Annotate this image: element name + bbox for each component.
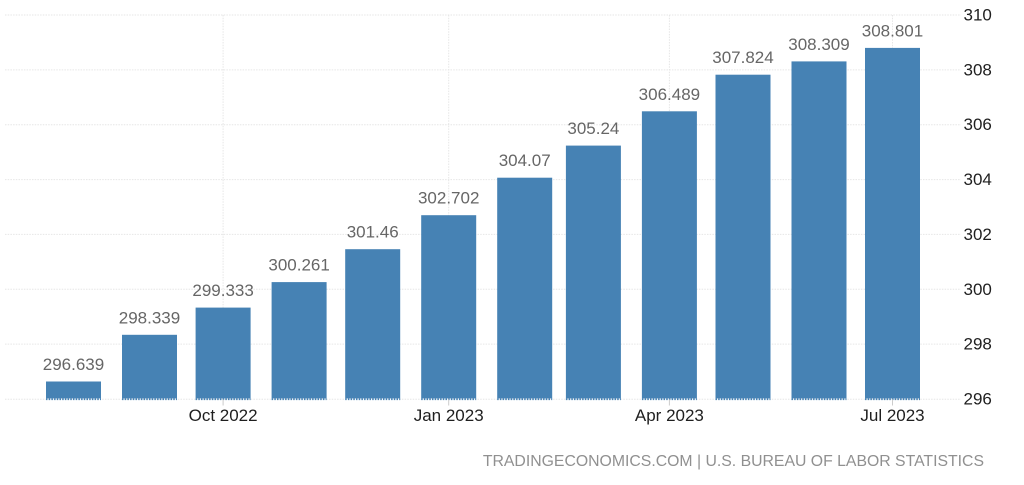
svg-text:TRADINGECONOMICS.COM | U.S. BU: TRADINGECONOMICS.COM | U.S. BUREAU OF LA… bbox=[483, 453, 984, 470]
svg-text:306.489: 306.489 bbox=[639, 85, 700, 104]
svg-text:296.639: 296.639 bbox=[43, 355, 104, 374]
svg-text:298: 298 bbox=[964, 335, 992, 354]
svg-text:304.07: 304.07 bbox=[499, 151, 551, 170]
svg-text:Apr 2023: Apr 2023 bbox=[635, 406, 704, 425]
svg-text:Jan 2023: Jan 2023 bbox=[414, 406, 484, 425]
svg-text:298.339: 298.339 bbox=[119, 308, 180, 327]
svg-text:302: 302 bbox=[964, 225, 992, 244]
svg-text:308.309: 308.309 bbox=[788, 35, 849, 54]
svg-text:306: 306 bbox=[964, 115, 992, 134]
svg-text:299.333: 299.333 bbox=[192, 281, 253, 300]
svg-text:308: 308 bbox=[964, 60, 992, 79]
svg-text:307.824: 307.824 bbox=[712, 48, 773, 67]
svg-text:300: 300 bbox=[964, 280, 992, 299]
svg-text:Oct 2022: Oct 2022 bbox=[189, 406, 258, 425]
svg-text:305.24: 305.24 bbox=[567, 119, 619, 138]
svg-text:296: 296 bbox=[964, 390, 992, 409]
svg-text:310: 310 bbox=[964, 6, 992, 25]
svg-text:301.46: 301.46 bbox=[347, 223, 399, 242]
svg-text:Jul 2023: Jul 2023 bbox=[860, 406, 924, 425]
svg-text:302.702: 302.702 bbox=[418, 189, 479, 208]
svg-text:304: 304 bbox=[964, 170, 992, 189]
svg-text:300.261: 300.261 bbox=[268, 256, 329, 275]
svg-text:308.801: 308.801 bbox=[862, 21, 923, 40]
